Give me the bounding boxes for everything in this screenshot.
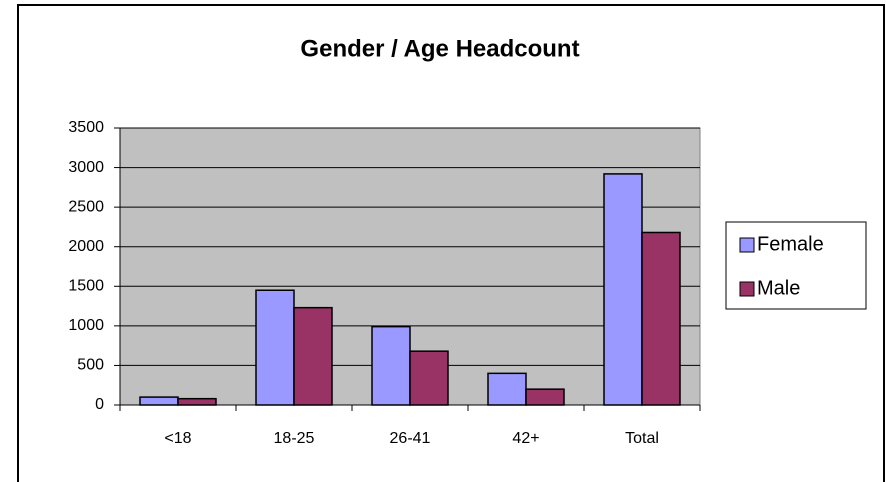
chart-title: Gender / Age Headcount <box>300 35 579 62</box>
bar <box>409 350 449 406</box>
x-tick-label: Total <box>625 430 659 447</box>
x-tick-label: 42+ <box>512 430 539 447</box>
y-tick-label: 0 <box>95 396 104 413</box>
y-tick-label: 2000 <box>68 238 104 255</box>
bar <box>255 289 295 406</box>
bar <box>293 306 333 406</box>
bar <box>525 388 565 406</box>
x-tick-label: <18 <box>164 430 191 447</box>
bar <box>177 397 217 406</box>
x-tick-label: 18-25 <box>274 430 315 447</box>
legend-swatch <box>739 237 755 253</box>
bar <box>371 325 411 406</box>
legend-swatch <box>739 281 755 297</box>
bar <box>139 396 179 406</box>
y-tick-label: 3500 <box>68 119 104 136</box>
bar <box>487 372 527 406</box>
y-tick-label: 1000 <box>68 317 104 334</box>
bar <box>603 173 643 406</box>
y-tick-label: 2500 <box>68 198 104 215</box>
bar <box>641 231 681 406</box>
y-tick-label: 1500 <box>68 278 104 295</box>
x-tick-label: 26-41 <box>390 430 431 447</box>
y-tick-label: 500 <box>77 357 104 374</box>
legend-label: Female <box>757 233 824 255</box>
y-tick-label: 3000 <box>68 159 104 176</box>
legend-label: Male <box>757 277 800 299</box>
